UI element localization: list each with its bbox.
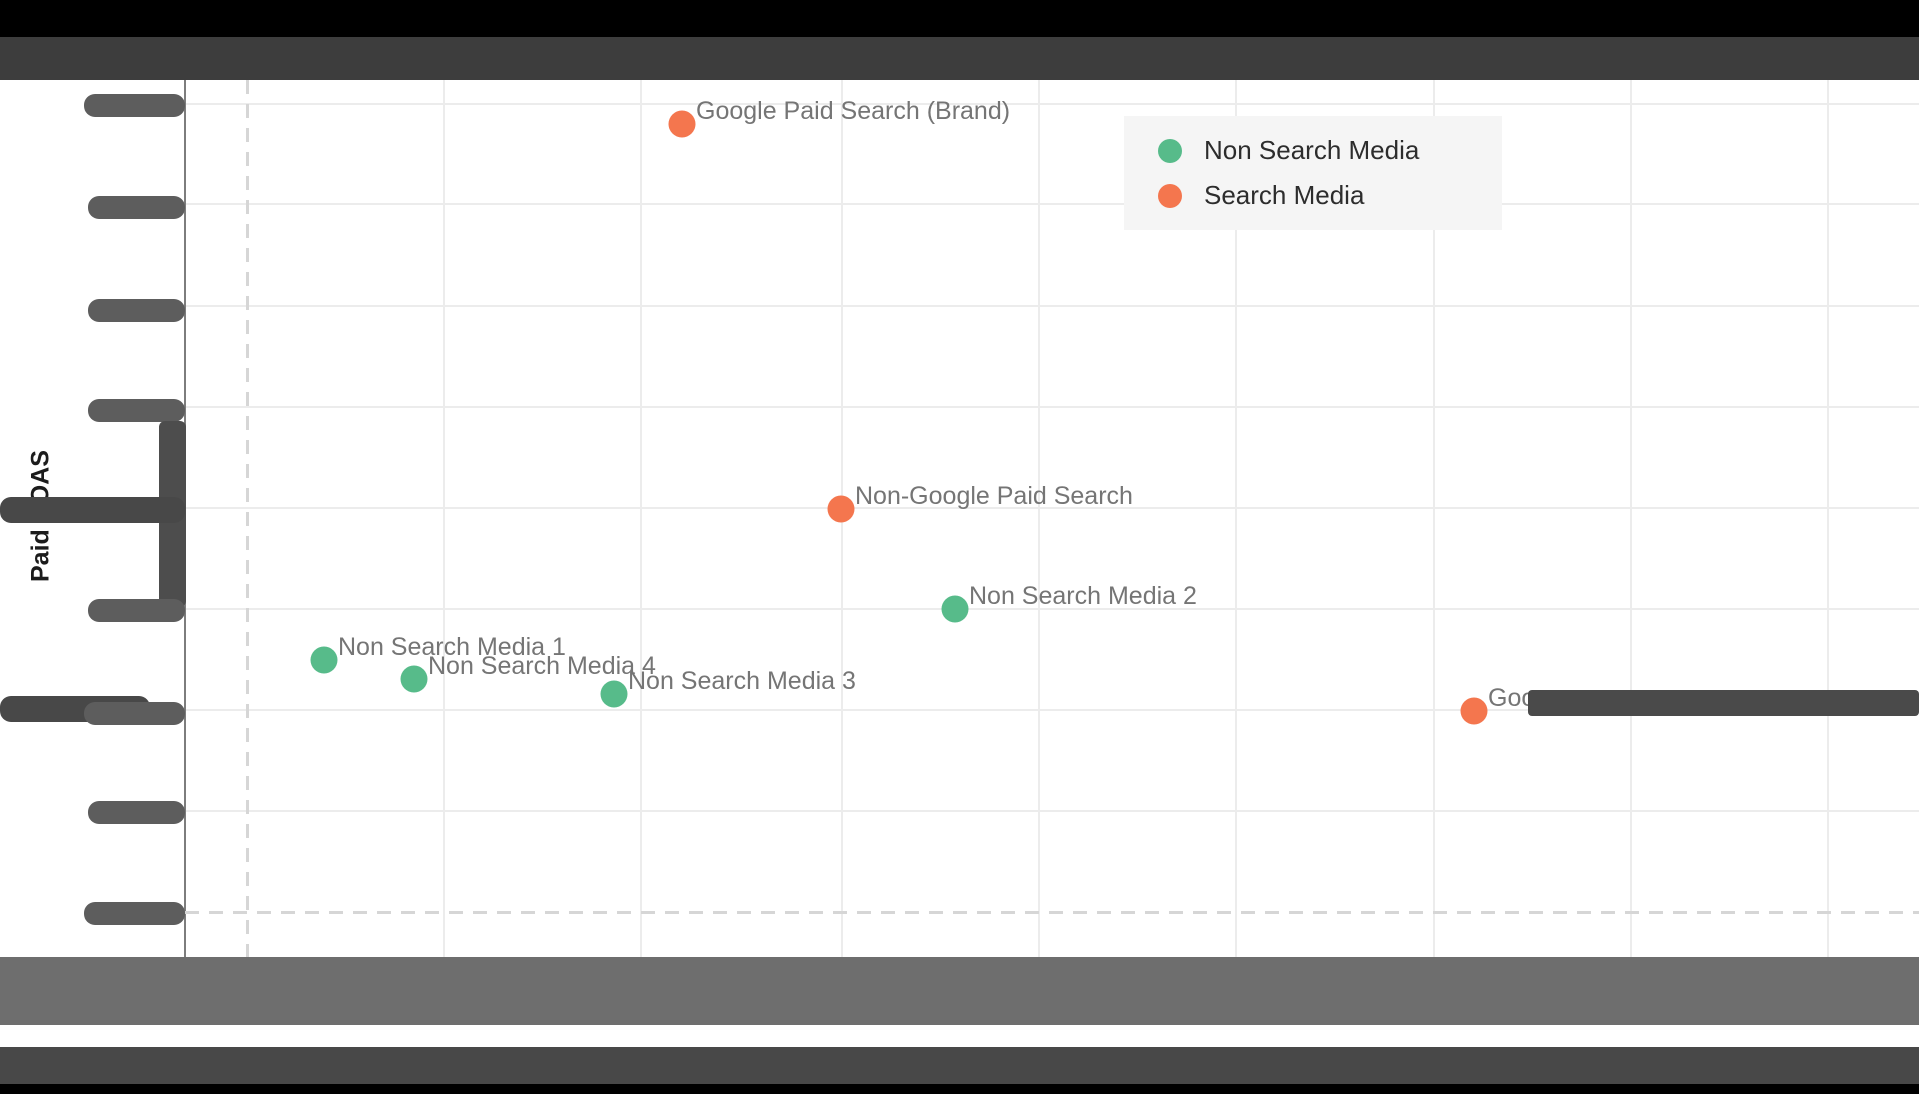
data-point-label: Non Search Media 2: [969, 582, 1197, 610]
gridline-vertical: [1630, 80, 1632, 957]
reference-line-vertical: [246, 80, 249, 957]
data-point[interactable]: [827, 495, 855, 523]
gridline-horizontal: [185, 305, 1919, 307]
data-point[interactable]: [400, 665, 428, 693]
gridline-horizontal: [185, 203, 1919, 205]
data-point[interactable]: [941, 595, 969, 623]
gridline-vertical: [1433, 80, 1435, 957]
gridline-horizontal: [185, 709, 1919, 711]
data-point-label: Non Search Media 4: [428, 652, 656, 680]
x-axis-title-redaction-bar: [0, 1047, 1919, 1084]
redaction-bar: [84, 902, 185, 925]
reference-line-horizontal: [185, 911, 1919, 914]
data-point[interactable]: [1460, 697, 1488, 725]
data-point-label: Non Search Media 1: [338, 633, 566, 661]
data-point[interactable]: [668, 110, 696, 138]
gridline-horizontal: [185, 406, 1919, 408]
data-point-label: Non Search Media 3: [628, 667, 856, 695]
redaction-bar: [84, 94, 185, 117]
x-axis-labels-redaction-bar: [0, 957, 1919, 1025]
redaction-bar: [84, 702, 185, 725]
redaction-bar: [88, 399, 185, 422]
data-point-label: Non-Google Paid Search: [855, 482, 1133, 510]
gridline-vertical: [1038, 80, 1040, 957]
bottom-white-strip: [0, 1025, 1919, 1047]
data-point[interactable]: [310, 646, 338, 674]
gridline-vertical: [1235, 80, 1237, 957]
legend-item-search-media[interactable]: Search Media: [1158, 180, 1502, 211]
gridline-horizontal: [185, 103, 1919, 105]
gridline-horizontal: [185, 608, 1919, 610]
redaction-bar: [88, 801, 185, 824]
legend-swatch-icon: [1158, 183, 1182, 208]
gridline-horizontal: [185, 810, 1919, 812]
gridline-vertical: [443, 80, 445, 957]
chart-legend: Non Search Media Search Media: [1124, 116, 1502, 230]
redaction-bar: [0, 497, 185, 523]
gridline-vertical: [1827, 80, 1829, 957]
legend-label: Search Media: [1204, 180, 1365, 210]
redaction-bar: [88, 599, 185, 622]
legend-items: Non Search Media Search Media: [1158, 135, 1502, 211]
gridline-horizontal: [185, 507, 1919, 509]
top-letterbox-bar: [0, 0, 1919, 37]
data-point-label: Google Paid Search (Brand): [696, 97, 1011, 125]
legend-label: Non Search Media: [1204, 135, 1420, 165]
header-toolbar: [0, 37, 1919, 80]
redaction-bar: [1528, 690, 1919, 716]
redaction-bar: [88, 196, 185, 219]
gridline-vertical: [640, 80, 642, 957]
data-point[interactable]: [600, 680, 628, 708]
redaction-bar: [88, 299, 185, 322]
legend-swatch-icon: [1158, 138, 1182, 163]
legend-item-non-search-media[interactable]: Non Search Media: [1158, 135, 1502, 166]
